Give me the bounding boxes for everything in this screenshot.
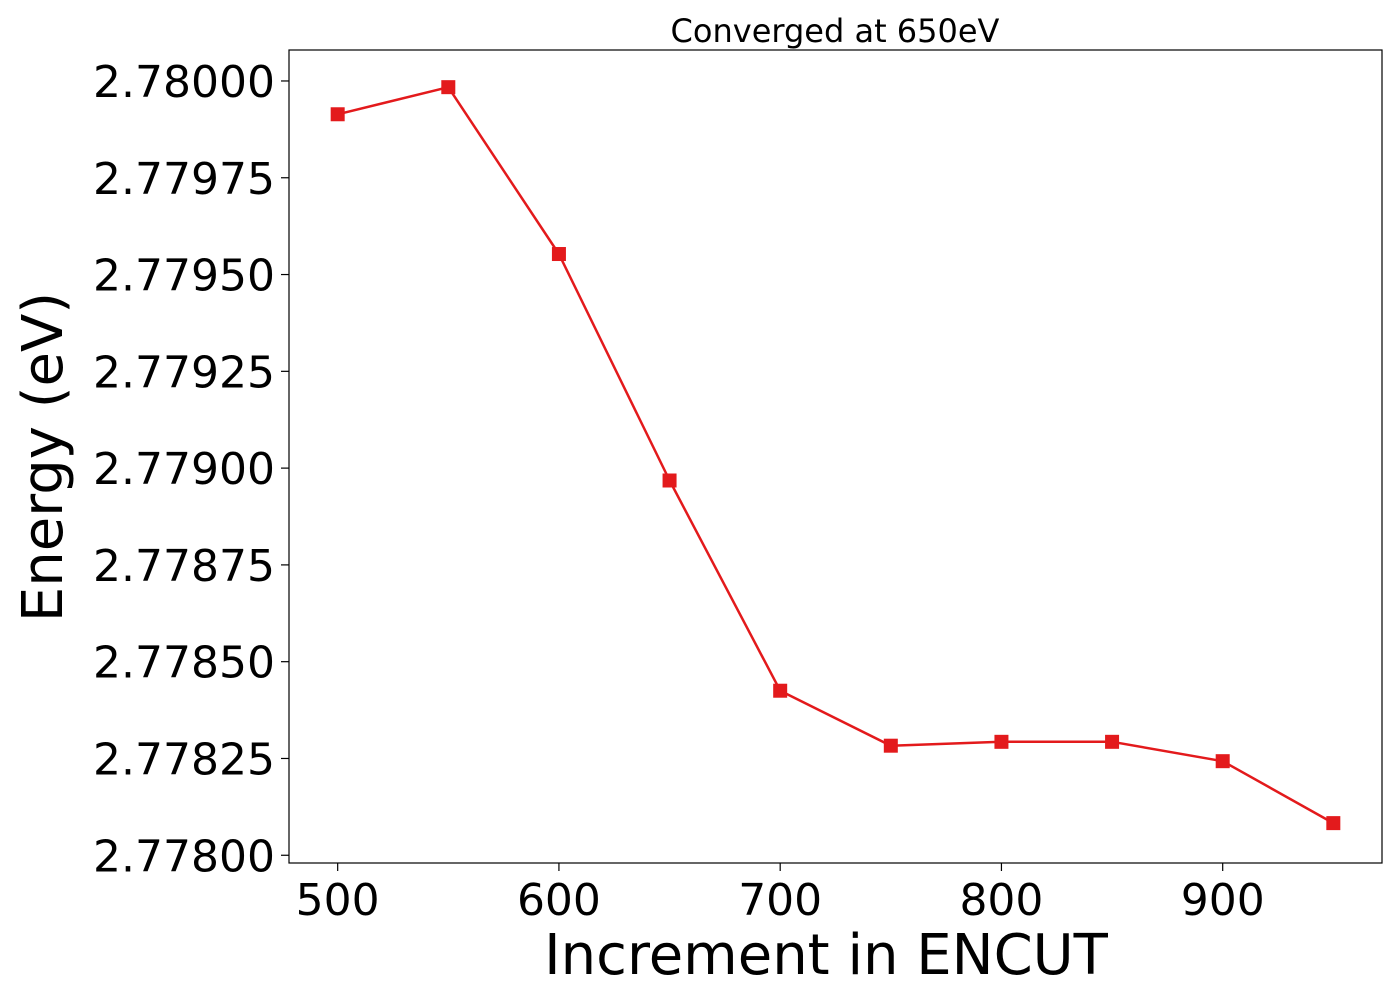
series-line [337,85,1334,825]
x-axis-label: Increment in ENCUT [544,923,1109,988]
data-point-marker [1326,816,1341,831]
x-tick-label: 700 [738,875,822,926]
data-point-marker [883,738,898,753]
data-point-marker [1215,754,1230,769]
y-tick-label: 2.77800 [93,831,275,882]
y-tick-label: 2.77950 [93,251,275,302]
y-axis-label: Energy (eV) [11,292,76,622]
data-point-marker [662,473,677,488]
y-tick-label: 2.77850 [93,638,275,689]
data-point-marker [994,734,1009,749]
y-tick-label: 2.77975 [93,154,275,205]
plot-background [289,50,1382,863]
x-tick-label: 800 [959,875,1043,926]
series-layer [330,80,1341,831]
x-tick-label: 500 [296,875,380,926]
data-point-marker [330,107,345,122]
data-point-marker [773,683,788,698]
y-tick-label: 2.77875 [93,541,275,592]
plot-frame [288,49,1383,864]
x-tick-label: 600 [517,875,601,926]
x-tick-label: 900 [1181,875,1265,926]
y-tick-label: 2.77925 [93,347,275,398]
data-point-marker [551,247,566,262]
y-tick-label: 2.77825 [93,734,275,785]
data-point-marker [441,80,456,95]
y-tick-label: 2.77900 [93,444,275,495]
ticks-layer: 500 600 700 800 900 2.77800 2.77825 2.77850 2.77… [93,57,1265,926]
y-tick-label: 2.78000 [93,57,275,108]
chart-title: Converged at 650eV [671,12,1000,50]
data-point-marker [1105,734,1120,749]
